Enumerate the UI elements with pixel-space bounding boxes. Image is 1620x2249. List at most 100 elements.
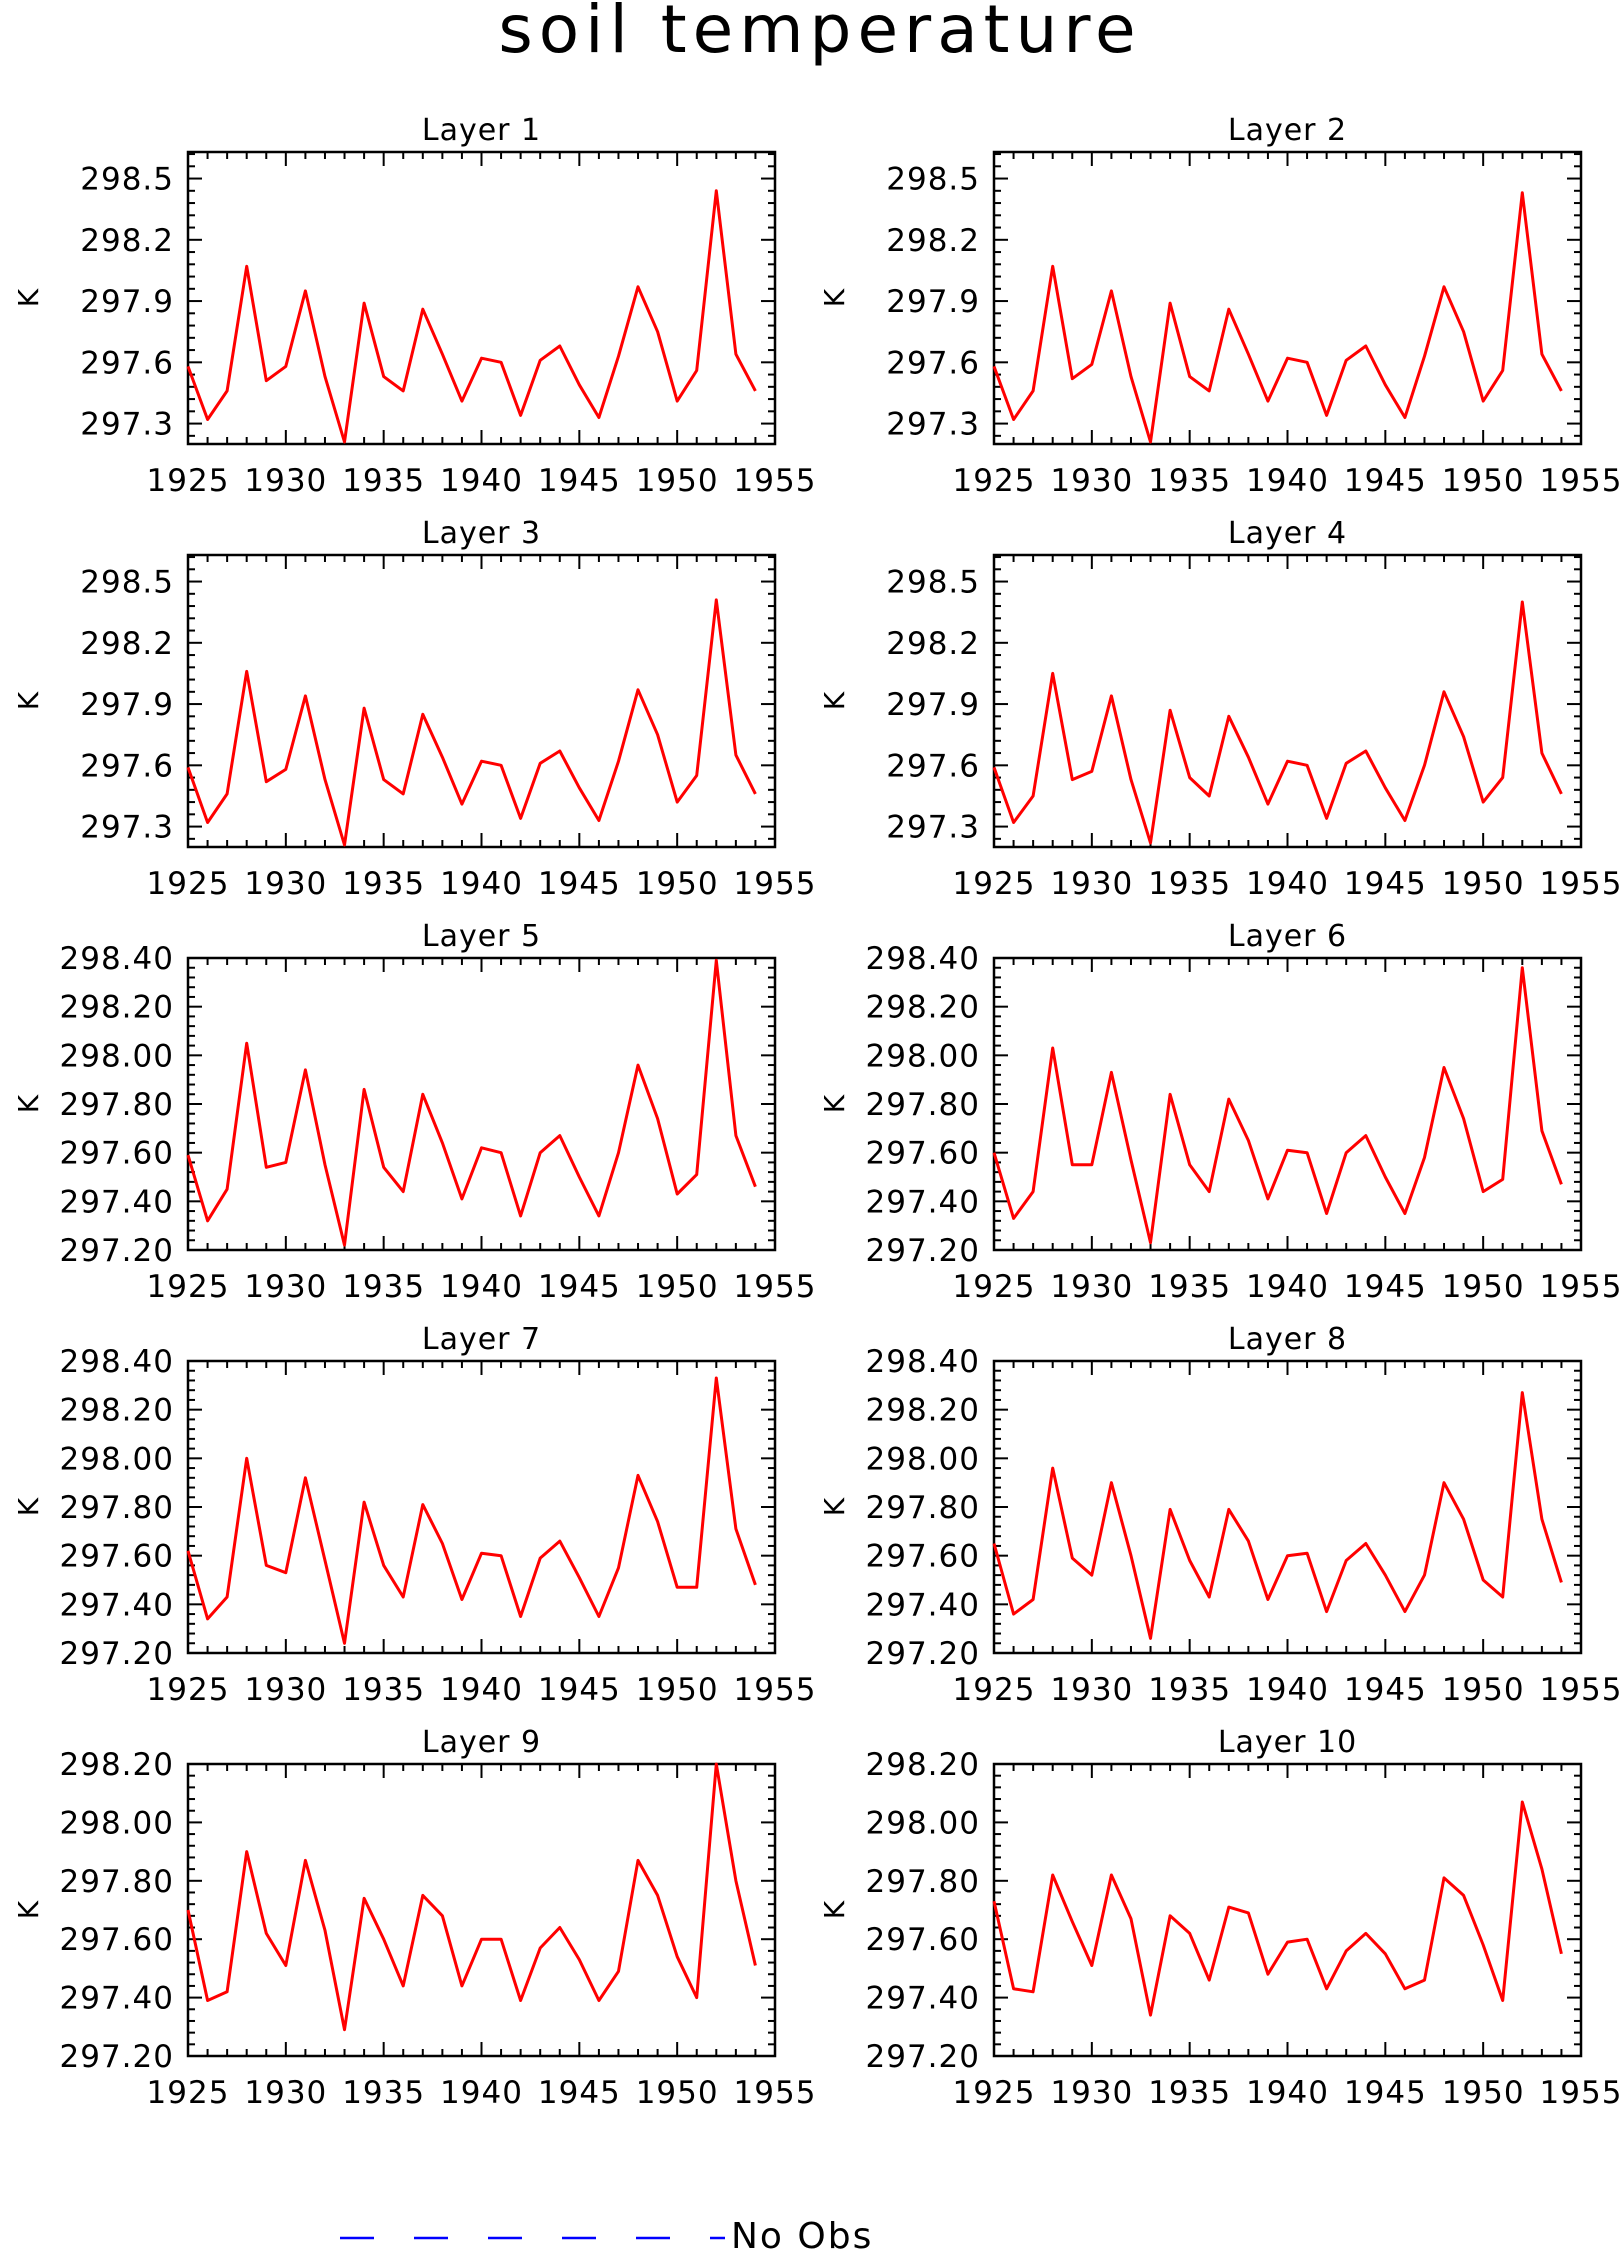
y-tick-label: 297.3 xyxy=(886,407,980,443)
x-tick-label: 1935 xyxy=(342,463,425,499)
plot-frame xyxy=(186,956,777,1252)
y-tick-label: 297.80 xyxy=(60,1490,174,1526)
plot-frame xyxy=(992,150,1583,446)
y-axis-label: K xyxy=(12,1497,45,1516)
x-tick-label: 1925 xyxy=(147,1672,230,1708)
x-tick-label: 1955 xyxy=(1540,866,1620,902)
series-line xyxy=(992,191,1563,444)
plot-frame xyxy=(992,553,1583,849)
plot-frame xyxy=(992,1359,1583,1655)
x-tick-label: 1935 xyxy=(1148,463,1231,499)
panel-title: Layer 1 xyxy=(422,113,541,148)
x-tick-label: 1940 xyxy=(440,2075,523,2111)
y-tick-label: 298.2 xyxy=(80,626,174,662)
x-tick-label: 1930 xyxy=(244,1672,327,1708)
x-tick-label: 1935 xyxy=(1148,1672,1231,1708)
x-tick-label: 1955 xyxy=(734,1269,817,1305)
panel-layer-9: Layer 9 1925 1930 1935 1940 1945 1950 1955 297.2… xyxy=(12,1725,815,2111)
series-line xyxy=(186,1762,757,2032)
panel-layer-6: Layer 6 1925 1930 1935 1940 1945 1950 1955 297.2… xyxy=(818,919,1620,1305)
y-tick-label: 298.2 xyxy=(886,223,980,259)
y-tick-label: 297.6 xyxy=(80,748,174,784)
y-tick-label: 297.20 xyxy=(866,1233,980,1269)
x-tick-label: 1925 xyxy=(953,463,1036,499)
x-tick-label: 1935 xyxy=(342,1672,425,1708)
y-tick-label: 298.5 xyxy=(886,565,980,601)
panel-layer-7: Layer 7 1925 1930 1935 1940 1945 1950 1955 297.2… xyxy=(12,1322,815,1708)
x-tick-label: 1945 xyxy=(538,866,621,902)
panel-title: Layer 10 xyxy=(1218,1725,1357,1760)
x-tick-label: 1945 xyxy=(1344,463,1427,499)
x-tick-label: 1925 xyxy=(953,866,1036,902)
series-line xyxy=(992,966,1563,1245)
x-tick-label: 1950 xyxy=(1442,866,1525,902)
x-tick-label: 1935 xyxy=(342,2075,425,2111)
figure-title: soil temperature xyxy=(498,0,1141,68)
y-axis-label: K xyxy=(12,1900,45,1919)
x-tick-label: 1930 xyxy=(244,2075,327,2111)
x-tick-label: 1935 xyxy=(1148,2075,1231,2111)
y-tick-label: 298.2 xyxy=(886,626,980,662)
y-tick-label: 297.60 xyxy=(60,1539,174,1575)
y-tick-label: 297.20 xyxy=(60,1233,174,1269)
y-tick-label: 297.40 xyxy=(60,1587,174,1623)
x-tick-label: 1955 xyxy=(1540,463,1620,499)
x-tick-label: 1930 xyxy=(1050,1269,1133,1305)
x-tick-label: 1950 xyxy=(636,463,719,499)
y-tick-label: 297.9 xyxy=(886,687,980,723)
plot-frame xyxy=(186,1359,777,1655)
x-tick-label: 1925 xyxy=(147,463,230,499)
y-tick-label: 297.80 xyxy=(60,1087,174,1123)
x-tick-label: 1945 xyxy=(538,1672,621,1708)
x-tick-label: 1945 xyxy=(1344,1672,1427,1708)
y-tick-label: 297.40 xyxy=(866,1587,980,1623)
x-tick-label: 1925 xyxy=(953,2075,1036,2111)
x-tick-label: 1940 xyxy=(440,866,523,902)
x-tick-label: 1945 xyxy=(1344,1269,1427,1305)
x-tick-label: 1950 xyxy=(1442,1672,1525,1708)
series-line xyxy=(186,598,757,847)
y-tick-label: 297.20 xyxy=(60,2039,174,2075)
panel-layer-3: Layer 3 1925 1930 1935 1940 1945 1950 1955 297.3… xyxy=(12,516,817,902)
legend-label: No Obs xyxy=(731,2216,873,2249)
y-tick-label: 298.00 xyxy=(60,1805,174,1841)
plot-frame xyxy=(186,553,777,849)
panel-title: Layer 9 xyxy=(422,1725,541,1760)
y-tick-label: 297.40 xyxy=(60,1184,174,1220)
y-tick-label: 298.40 xyxy=(866,1344,980,1380)
y-tick-label: 298.40 xyxy=(866,941,980,977)
panel-layer-2: Layer 2 1925 1930 1935 1940 1945 1950 1955 297.3… xyxy=(818,113,1620,499)
plot-frame xyxy=(186,150,777,446)
y-tick-label: 298.40 xyxy=(60,941,174,977)
x-tick-label: 1925 xyxy=(147,2075,230,2111)
x-tick-label: 1955 xyxy=(1540,1672,1620,1708)
x-tick-label: 1930 xyxy=(1050,1672,1133,1708)
x-tick-label: 1925 xyxy=(147,1269,230,1305)
x-tick-label: 1955 xyxy=(734,866,817,902)
y-axis-label: K xyxy=(12,288,45,307)
legend: No Obs xyxy=(340,2216,873,2249)
plot-frame xyxy=(992,1762,1583,2058)
y-tick-label: 298.2 xyxy=(80,223,174,259)
y-tick-label: 298.00 xyxy=(866,1805,980,1841)
y-tick-label: 297.40 xyxy=(866,1981,980,2017)
y-axis-label: K xyxy=(12,691,45,710)
panel-title: Layer 6 xyxy=(1228,919,1347,954)
x-tick-label: 1945 xyxy=(1344,2075,1427,2111)
y-axis-label: K xyxy=(818,1900,851,1919)
x-tick-label: 1940 xyxy=(1246,866,1329,902)
y-tick-label: 297.60 xyxy=(866,1539,980,1575)
x-tick-label: 1955 xyxy=(1540,1269,1620,1305)
y-tick-label: 298.00 xyxy=(866,1441,980,1477)
x-tick-label: 1950 xyxy=(636,2075,719,2111)
y-tick-label: 297.60 xyxy=(866,1922,980,1958)
panel-title: Layer 3 xyxy=(422,516,541,551)
y-tick-label: 297.6 xyxy=(886,345,980,381)
plot-frame xyxy=(186,1762,777,2058)
y-axis-label: K xyxy=(818,1094,851,1113)
panel-title: Layer 8 xyxy=(1228,1322,1347,1357)
y-tick-label: 297.20 xyxy=(60,1636,174,1672)
series-line xyxy=(992,1391,1563,1640)
y-tick-label: 298.5 xyxy=(80,565,174,601)
